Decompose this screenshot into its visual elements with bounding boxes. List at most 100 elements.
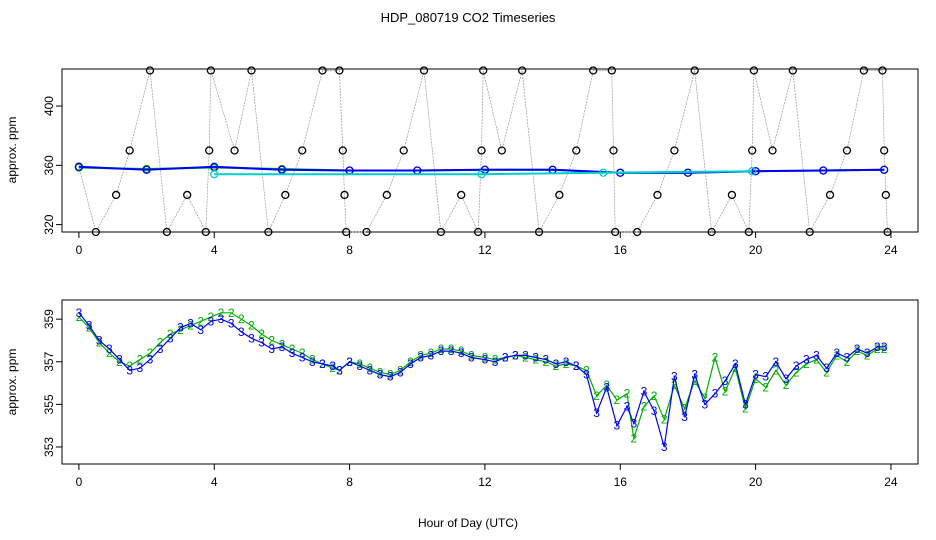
data-point — [74, 162, 84, 171]
data-point: 3 — [702, 397, 709, 411]
data-point: 3 — [346, 355, 353, 369]
data-point: 2 — [126, 359, 133, 373]
data-point: 3 — [492, 355, 499, 369]
data-point: 3 — [76, 306, 83, 320]
chart-title: HDP_080719 CO2 Timeseries — [381, 10, 556, 25]
data-point: 2 — [793, 365, 800, 379]
data-point: 2 — [86, 321, 93, 335]
data-point: 3 — [661, 440, 668, 454]
data-point: 2 — [208, 310, 215, 324]
data-point: 3 — [583, 368, 590, 382]
data-point: 3 — [641, 385, 648, 399]
data-point — [162, 227, 172, 237]
data-point: 2 — [187, 319, 194, 333]
data-point — [399, 146, 408, 155]
bottom-y-axis: 353 355 357 359 — [42, 309, 62, 457]
data-point: 3 — [208, 314, 215, 328]
data-point: 3 — [864, 346, 871, 360]
data-point: 2 — [593, 389, 600, 403]
x-tick-label: 8 — [346, 475, 353, 489]
data-point: 3 — [532, 351, 539, 365]
data-point: 3 — [248, 331, 255, 345]
x-tick-label: 4 — [211, 475, 218, 489]
data-point: 3 — [238, 325, 245, 339]
data-point: 3 — [329, 359, 336, 373]
data-point: 3 — [823, 361, 830, 375]
data-point: 2 — [279, 338, 286, 352]
data-point: 2 — [417, 348, 424, 362]
data-point: 3 — [377, 368, 384, 382]
data-point: 3 — [407, 357, 414, 371]
data-point — [342, 227, 351, 237]
data-point: 2 — [482, 351, 489, 365]
data-point — [609, 146, 618, 155]
data-point: 3 — [299, 351, 306, 365]
data-point: 2 — [864, 348, 871, 362]
data-point: 3 — [573, 359, 580, 373]
data-point: 3 — [854, 342, 861, 356]
data-point — [230, 146, 239, 155]
data-point: 3 — [712, 387, 719, 401]
data-point — [819, 166, 828, 175]
data-point: 3 — [752, 368, 759, 382]
data-point: 2 — [563, 357, 570, 371]
data-point: 2 — [218, 306, 225, 320]
x-tick-label: 20 — [749, 243, 763, 257]
data-point — [749, 66, 759, 75]
data-point: 3 — [793, 359, 800, 373]
data-point — [382, 190, 391, 200]
x-tick-label: 16 — [614, 243, 628, 257]
data-point — [534, 227, 544, 237]
data-point: 2 — [167, 327, 174, 341]
series-hourly-calibration-steps — [74, 66, 892, 237]
data-point: 3 — [387, 370, 394, 384]
data-point: 2 — [96, 336, 103, 350]
data-point — [318, 66, 327, 75]
top-y-axis: 320 360 400 — [42, 96, 62, 235]
data-point: 2 — [614, 393, 621, 407]
y-tick-label: 355 — [42, 394, 56, 414]
data-point: 3 — [773, 355, 780, 369]
data-point — [727, 190, 737, 200]
data-point: 3 — [468, 351, 475, 365]
data-point: 2 — [522, 351, 529, 365]
data-point — [479, 66, 488, 75]
data-point: 3 — [157, 342, 164, 356]
data-point: 2 — [407, 355, 414, 369]
data-point: 2 — [268, 333, 275, 347]
data-point: 2 — [833, 348, 840, 362]
data-point: 2 — [76, 310, 83, 324]
data-point: 3 — [553, 357, 560, 371]
data-point: 3 — [427, 348, 434, 362]
data-point — [589, 66, 598, 75]
data-point: 3 — [218, 312, 225, 326]
data-point — [748, 146, 757, 155]
data-point: 3 — [671, 370, 678, 384]
data-point: 2 — [854, 344, 861, 358]
data-point: 2 — [813, 353, 820, 367]
data-point: 3 — [563, 355, 570, 369]
data-point: 2 — [844, 355, 851, 369]
data-point: 3 — [126, 363, 133, 377]
data-point: 2 — [387, 368, 394, 382]
data-point: 3 — [624, 399, 631, 413]
top-x-axis: 0 4 8 12 16 20 24 — [76, 232, 898, 257]
data-point — [419, 66, 429, 75]
y-tick-label: 360 — [42, 155, 56, 175]
data-point: 2 — [147, 346, 154, 360]
data-point — [881, 190, 891, 200]
data-point: 2 — [823, 365, 830, 379]
data-point: 3 — [289, 346, 296, 360]
data-point: 2 — [624, 387, 631, 401]
data-point: 2 — [671, 378, 678, 392]
data-point — [335, 66, 344, 75]
data-point — [298, 146, 307, 155]
data-point — [707, 227, 716, 237]
data-point — [842, 146, 852, 155]
x-tick-label: 24 — [884, 475, 898, 489]
data-point: 2 — [773, 363, 780, 377]
data-point: 2 — [157, 336, 164, 350]
